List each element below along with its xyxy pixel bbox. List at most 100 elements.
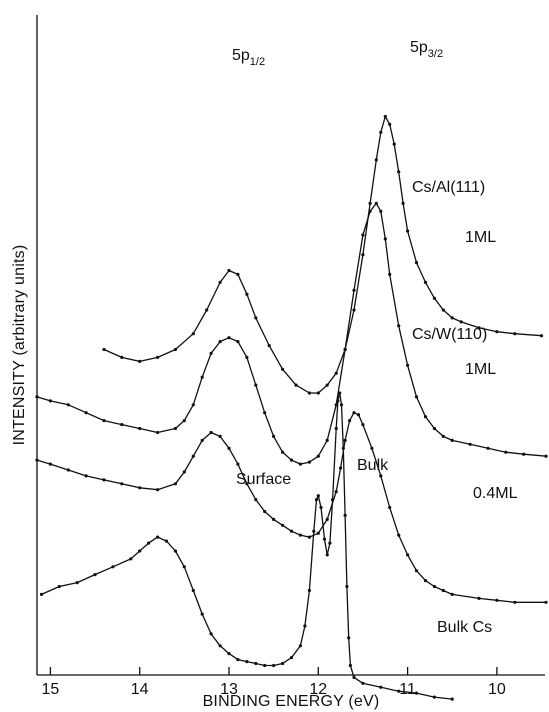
data-point	[200, 438, 204, 442]
data-point	[39, 592, 44, 597]
data-point	[314, 498, 319, 502]
data-point	[245, 292, 249, 296]
data-point	[347, 636, 351, 640]
data-point	[164, 539, 169, 543]
data-point	[432, 695, 436, 699]
data-point	[379, 209, 383, 213]
data-point	[35, 395, 39, 399]
data-point	[111, 565, 115, 569]
data-point	[316, 454, 320, 458]
data-point	[331, 498, 335, 502]
data-point	[397, 689, 401, 693]
label-cs-w110: Cs/W(110)	[412, 326, 487, 343]
data-point	[227, 336, 231, 340]
data-point	[322, 537, 327, 541]
data-point	[281, 661, 285, 666]
data-point	[339, 466, 343, 470]
surface-peak-label: Surface	[236, 471, 291, 488]
data-point	[218, 340, 222, 344]
data-point	[209, 632, 213, 636]
data-point	[477, 596, 481, 601]
data-point	[281, 523, 285, 527]
data-point	[191, 588, 195, 593]
data-point	[173, 549, 177, 553]
data-point	[513, 332, 517, 336]
data-point	[289, 529, 294, 533]
data-point	[423, 415, 428, 419]
x-tick-label: 11	[399, 681, 416, 698]
data-point	[35, 458, 39, 462]
bulk-cs-curve	[41, 392, 453, 700]
data-point	[383, 237, 387, 241]
data-point	[48, 462, 53, 466]
data-point	[432, 426, 436, 431]
data-point	[414, 691, 419, 695]
label-cs-al111-coverage: 1ML	[465, 229, 496, 246]
data-point	[218, 280, 222, 284]
data-point	[200, 375, 204, 379]
data-point	[75, 581, 79, 585]
data-point	[334, 371, 338, 375]
x-tick-label: 10	[488, 681, 506, 698]
x-tick-label: 15	[41, 681, 59, 698]
data-point	[129, 557, 133, 561]
data-point	[343, 347, 347, 352]
data-point	[138, 359, 142, 363]
data-point	[414, 569, 419, 573]
data-point	[397, 170, 401, 174]
data-point	[441, 588, 445, 593]
data-point	[459, 320, 463, 324]
data-point	[441, 434, 445, 438]
data-point	[102, 419, 106, 423]
data-point	[298, 533, 302, 537]
data-point	[406, 553, 410, 557]
data-point	[303, 624, 307, 628]
data-point	[236, 462, 240, 466]
data-point	[468, 442, 472, 446]
data-point	[173, 347, 177, 352]
data-point	[432, 296, 436, 300]
data-point	[307, 391, 311, 395]
data-point	[254, 383, 258, 387]
data-point	[343, 513, 347, 518]
data-point	[392, 142, 396, 146]
data-point	[102, 347, 106, 352]
data-point	[84, 474, 88, 478]
data-point	[156, 430, 160, 435]
data-point	[281, 367, 285, 371]
data-point	[361, 423, 365, 427]
data-point	[173, 426, 177, 431]
data-point	[522, 452, 526, 456]
data-point	[397, 533, 401, 537]
data-point	[236, 658, 240, 662]
data-point	[173, 482, 177, 486]
y-axis-title: INTENSITY (arbitrary units)	[11, 245, 28, 446]
label-cs-al111: Cs/Al(111)	[412, 179, 485, 196]
x-tick-label: 13	[220, 681, 238, 698]
data-point	[182, 419, 186, 423]
data-point	[414, 395, 419, 399]
data-point	[120, 355, 124, 359]
data-point	[156, 355, 160, 359]
data-point	[352, 308, 356, 312]
data-point	[307, 460, 311, 464]
data-point	[138, 549, 142, 553]
data-point	[289, 458, 294, 462]
data-point	[450, 316, 454, 320]
peak-label-5p-3-2: 5p3/2	[410, 39, 443, 60]
data-point	[200, 612, 204, 616]
data-point	[338, 391, 342, 395]
data-point	[236, 272, 240, 276]
data-point	[423, 579, 428, 583]
curve-labels: Cs/Al(111) 1ML Cs/W(110) 1ML 0.4ML Bulk Cs	[412, 179, 518, 636]
data-point	[120, 482, 124, 486]
data-point	[227, 446, 231, 450]
data-point	[423, 280, 428, 284]
data-point	[138, 426, 142, 431]
data-point	[218, 434, 222, 438]
data-point	[218, 644, 222, 648]
data-point	[289, 656, 294, 660]
peak-label-5p-1-2: 5p1/2	[232, 47, 265, 68]
data-point	[325, 438, 329, 442]
data-point	[379, 130, 383, 134]
